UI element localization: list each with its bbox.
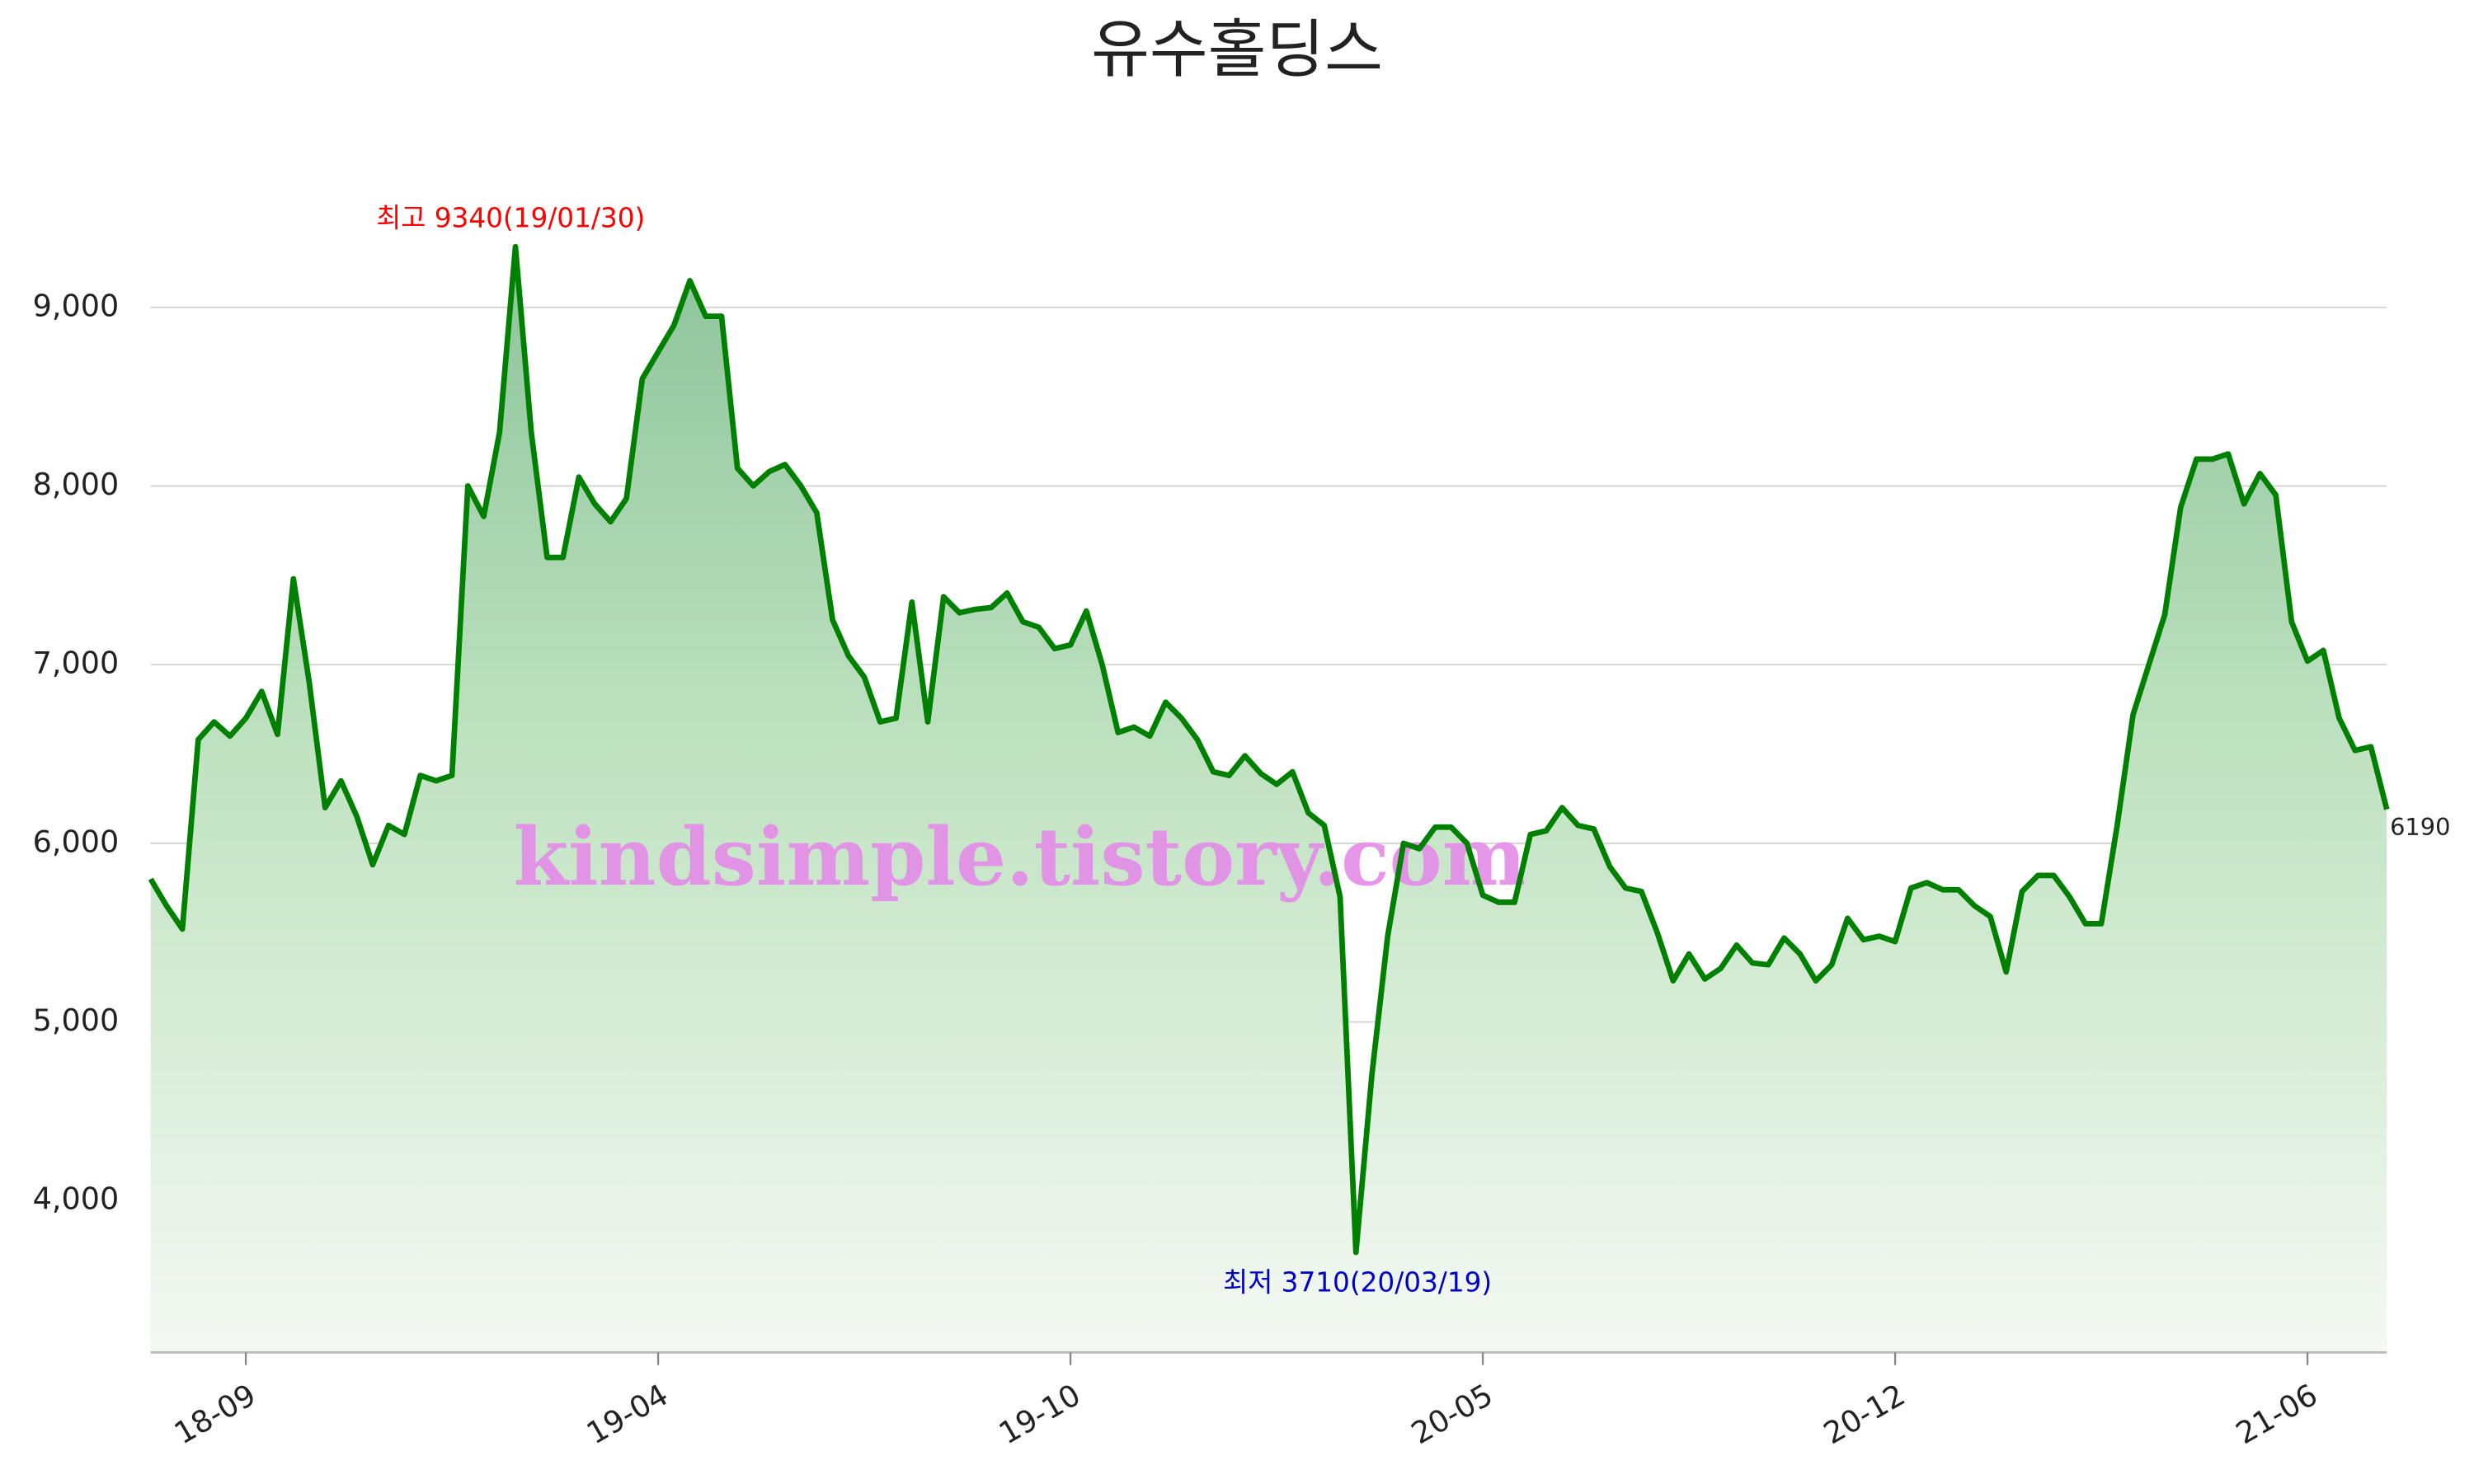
y-tick-label: 5,000 — [33, 1003, 120, 1038]
x-tick-label: 19-04 — [581, 1377, 674, 1451]
min-annotation: 최저 3710(20/03/19) — [1223, 1267, 1492, 1298]
y-tick-label: 9,000 — [33, 288, 120, 323]
x-tick-label: 21-06 — [2230, 1377, 2323, 1451]
chart-title: 유수홀딩스 — [1091, 13, 1383, 87]
y-tick-label: 8,000 — [33, 467, 120, 502]
x-tick-label: 19-10 — [993, 1377, 1086, 1451]
watermark: kindsimple.tistory.com — [514, 810, 1526, 904]
area-fill — [150, 247, 2387, 1353]
value-label: 6190 — [2390, 813, 2450, 841]
x-tick-label: 18-09 — [168, 1377, 261, 1451]
max-annotation: 최고 9340(19/01/30) — [376, 202, 645, 233]
y-tick-label: 6,000 — [33, 824, 120, 859]
price-line — [148, 243, 2390, 1256]
y-tick-label: 7,000 — [33, 646, 120, 681]
y-tick-label: 4,000 — [33, 1181, 120, 1217]
x-tick-label: 20-05 — [1405, 1377, 1498, 1451]
x-tick-label: 20-12 — [1818, 1377, 1911, 1451]
